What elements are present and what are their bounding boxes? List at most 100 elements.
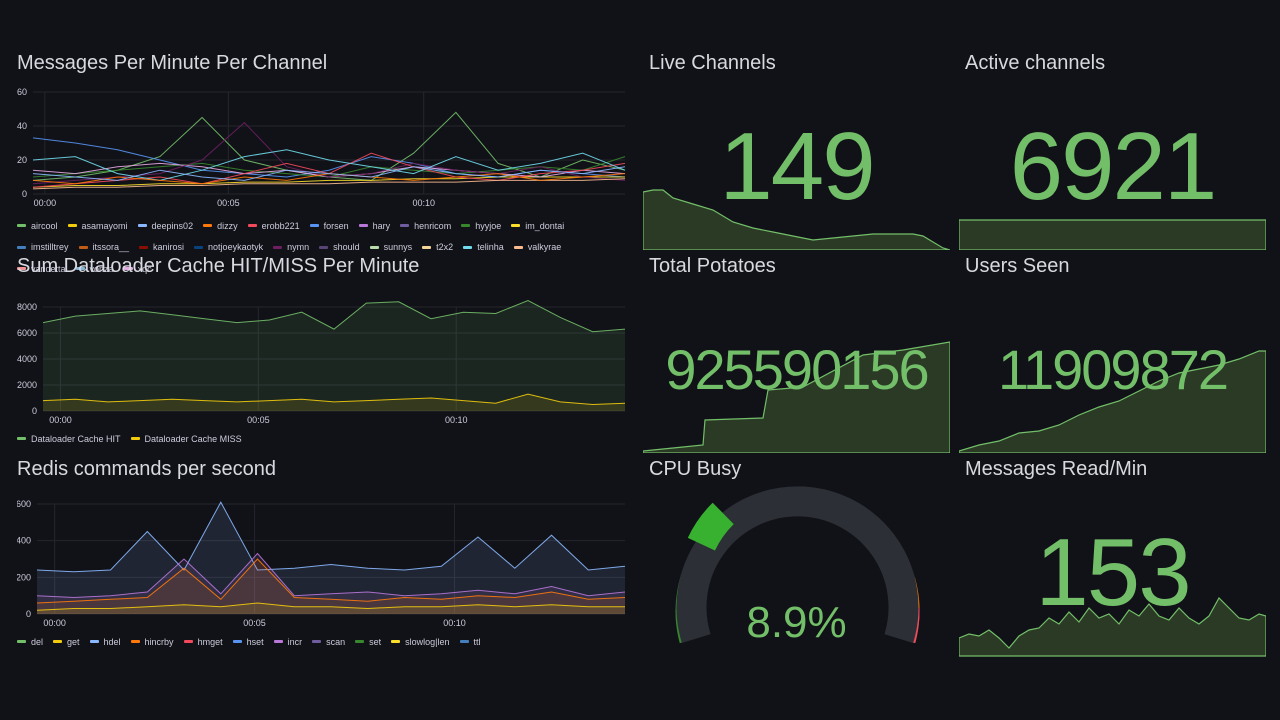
legend-swatch bbox=[78, 245, 88, 249]
cpu-gauge bbox=[675, 486, 920, 644]
legend-label: nymn bbox=[287, 242, 310, 252]
series-area-hdel bbox=[37, 502, 625, 614]
potatoes-sparkline bbox=[643, 341, 950, 453]
messages-chart[interactable]: 0 20 40 60 00:00 00:05 00:10 bbox=[17, 82, 629, 242]
panel-title: Users Seen bbox=[965, 255, 1070, 277]
panel-active-channels: Active channels 6921 bbox=[959, 52, 1266, 250]
legend-label: henricom bbox=[414, 220, 452, 231]
legend-swatch bbox=[391, 640, 401, 643]
total-potatoes-value: 925590156 bbox=[665, 338, 929, 401]
legend-swatch bbox=[194, 245, 204, 249]
active-channels-value: 6921 bbox=[1009, 113, 1218, 220]
legend-swatch bbox=[312, 640, 322, 643]
legend-swatch bbox=[130, 640, 140, 643]
legend-item[interactable]: hary bbox=[358, 216, 390, 236]
legend-item[interactable]: t2x2 bbox=[422, 237, 453, 257]
legend-item[interactable]: hmget bbox=[183, 636, 223, 647]
legend-swatch bbox=[463, 245, 473, 249]
y-tick-label: 8000 bbox=[17, 302, 37, 312]
dataloader-chart[interactable]: 0 2000 4000 6000 8000 00:00 00:05 00:10 bbox=[17, 285, 629, 435]
x-tick-label: 00:00 bbox=[43, 618, 66, 628]
panel-live-channels: Live Channels 149 bbox=[643, 52, 950, 250]
legend-label: t2x2 bbox=[436, 242, 454, 252]
x-tick-label: 00:00 bbox=[34, 198, 57, 208]
legend-label: kanirosi bbox=[153, 242, 185, 252]
y-tick-label: 6000 bbox=[17, 328, 37, 338]
legend-label: scan bbox=[326, 636, 346, 647]
legend-label: varidetta bbox=[31, 263, 66, 274]
legend-label: Dataloader Cache HIT bbox=[31, 433, 121, 444]
legend-item[interactable]: hyyjoe bbox=[461, 216, 501, 236]
legend-item[interactable]: Dataloader Cache HIT bbox=[17, 434, 121, 444]
legend-swatch bbox=[319, 245, 329, 249]
legend-item[interactable]: deepins02 bbox=[137, 216, 194, 236]
legend-item[interactable]: dizzy bbox=[203, 216, 238, 236]
legend-item[interactable]: should bbox=[319, 237, 360, 257]
legend: aircool asamayomi deepins02 dizzy erobb221 fo… bbox=[17, 214, 617, 279]
legend-label: valkyrae bbox=[527, 242, 562, 252]
legend-swatch bbox=[123, 267, 133, 270]
y-tick-label: 4000 bbox=[17, 354, 37, 364]
legend-swatch bbox=[17, 640, 26, 643]
x-tick-label: 00:10 bbox=[445, 415, 468, 425]
legend-item[interactable]: hset bbox=[232, 637, 264, 647]
legend-label: ttl bbox=[473, 636, 481, 647]
legend-label: Dataloader Cache MISS bbox=[144, 433, 242, 444]
panel-redis: Redis commands per second 0 200 400 600 00:0… bbox=[17, 458, 629, 658]
legend-item[interactable]: forsen bbox=[309, 216, 349, 236]
legend-item[interactable]: incr bbox=[273, 637, 302, 647]
series-area-Dataloader Cache HIT bbox=[43, 300, 625, 411]
legend-swatch bbox=[17, 245, 26, 249]
legend-item[interactable]: Dataloader Cache MISS bbox=[130, 433, 242, 444]
legend-item[interactable]: ttl bbox=[459, 636, 481, 647]
legend-item[interactable]: erobb221 bbox=[247, 216, 300, 236]
legend-item[interactable]: notjoeykaotyk bbox=[194, 237, 263, 257]
panel-title: Total Potatoes bbox=[649, 255, 776, 277]
legend-item[interactable]: set bbox=[355, 637, 381, 647]
legend-item[interactable]: slowlog|len bbox=[391, 637, 450, 647]
x-tick-label: 00:10 bbox=[443, 618, 466, 628]
legend-item[interactable]: vonza bbox=[75, 259, 114, 279]
legend-item[interactable]: asamayomi bbox=[67, 216, 128, 236]
y-tick-label: 2000 bbox=[17, 380, 37, 390]
redis-chart[interactable]: 0 200 400 600 00:00 00:05 00:10 bbox=[17, 494, 629, 644]
legend-label: set bbox=[369, 636, 382, 647]
legend-item[interactable]: sunnys bbox=[369, 237, 412, 257]
legend-item[interactable]: imstilltrey bbox=[17, 237, 69, 257]
legend-item[interactable]: itssora__ bbox=[78, 237, 130, 257]
legend-item[interactable]: hincrby bbox=[130, 637, 174, 647]
legend-item[interactable]: del bbox=[17, 637, 43, 647]
legend-label: notjoeykaotyk bbox=[208, 242, 264, 252]
panel-title: Active channels bbox=[965, 52, 1106, 74]
y-tick-label: 20 bbox=[17, 155, 27, 165]
legend-item[interactable]: henricom bbox=[400, 216, 451, 236]
legend-swatch bbox=[75, 267, 85, 270]
legend-item[interactable]: xqc bbox=[123, 259, 152, 279]
series-line-incr bbox=[36, 552, 626, 599]
live-sparkline bbox=[643, 189, 950, 250]
legend-label: hmget bbox=[197, 636, 223, 647]
legend-swatch bbox=[89, 640, 99, 643]
legend-item[interactable]: im_dontai bbox=[511, 216, 564, 236]
panel-users-seen: Users Seen 11909872 bbox=[959, 255, 1266, 453]
legend-swatch bbox=[67, 224, 77, 227]
legend-item[interactable]: scan bbox=[312, 637, 345, 647]
users-seen-value: 11909872 bbox=[998, 338, 1229, 401]
legend-item[interactable]: telinha bbox=[463, 237, 504, 257]
legend-label: deepins02 bbox=[151, 220, 194, 231]
legend-item[interactable]: get bbox=[53, 637, 80, 647]
legend-item[interactable]: aircool bbox=[17, 216, 58, 236]
legend-item[interactable]: varidetta bbox=[17, 259, 66, 279]
legend-item[interactable]: valkyrae bbox=[513, 237, 562, 257]
legend-item[interactable]: hdel bbox=[89, 637, 121, 647]
legend-swatch bbox=[247, 224, 257, 227]
legend-label: itssora__ bbox=[92, 242, 130, 252]
y-tick-label: 600 bbox=[17, 499, 31, 509]
legend-label: get bbox=[67, 636, 80, 647]
legend-swatch bbox=[53, 640, 63, 643]
messages-read-sparkline bbox=[959, 597, 1266, 657]
legend-label: vonza bbox=[89, 263, 114, 274]
x-tick-label: 00:05 bbox=[243, 618, 266, 628]
legend-item[interactable]: nymn bbox=[273, 237, 309, 257]
legend-item[interactable]: kanirosi bbox=[139, 237, 184, 257]
